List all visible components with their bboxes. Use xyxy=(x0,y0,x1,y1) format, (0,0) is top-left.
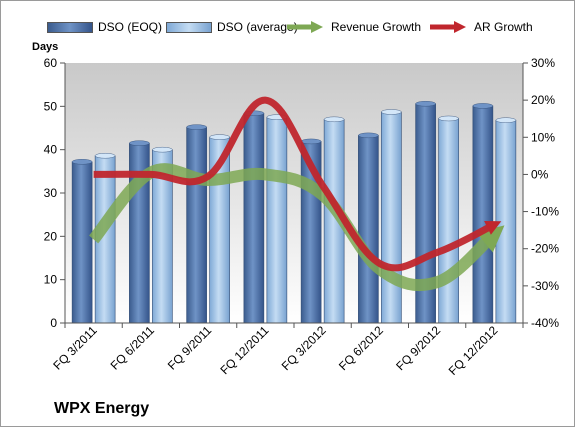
bar-cap-dso-average-5 xyxy=(381,109,401,114)
y-tick-label-5: 50 xyxy=(44,99,58,113)
bar-cap-dso-eoq-0 xyxy=(72,159,92,164)
bar-dso-eoq-5 xyxy=(358,135,378,323)
bar-dso-average-6 xyxy=(439,118,459,323)
y-tick-label-0: 0 xyxy=(50,316,57,330)
y2-tick-label-5: 10% xyxy=(531,130,555,144)
bar-cap-dso-average-2 xyxy=(210,135,230,140)
y2-tick-label-3: -10% xyxy=(531,205,559,219)
chart-legend: DSO (EOQ) DSO (average) Revenue Growth A… xyxy=(1,15,575,39)
x-tick-label-6: FQ 9/2012 xyxy=(393,323,443,373)
bar-cap-dso-eoq-4 xyxy=(301,139,321,144)
legend-item-ar-growth: AR Growth xyxy=(428,15,533,39)
legend-item-revenue-growth: Revenue Growth xyxy=(285,15,421,39)
company-label: WPX Energy xyxy=(54,400,149,418)
y2-tick-label-7: 30% xyxy=(531,56,555,70)
x-tick-label-1: FQ 6/2011 xyxy=(108,323,158,373)
bar-cap-dso-average-7 xyxy=(496,118,516,123)
x-tick-label-2: FQ 9/2011 xyxy=(165,323,215,373)
legend-swatch-dso-average xyxy=(166,22,212,33)
bar-dso-eoq-7 xyxy=(473,106,493,323)
legend-swatch-dso-eoq xyxy=(47,22,93,33)
bar-cap-dso-eoq-1 xyxy=(129,141,149,146)
y-axis-label: Days xyxy=(32,41,58,53)
bar-cap-dso-average-4 xyxy=(324,117,344,122)
bar-cap-dso-eoq-5 xyxy=(358,133,378,138)
bar-dso-eoq-2 xyxy=(187,127,207,323)
bar-cap-dso-average-1 xyxy=(152,147,172,152)
y2-tick-label-0: -40% xyxy=(531,316,559,330)
x-tick-label-4: FQ 3/2012 xyxy=(279,323,329,373)
y2-tick-label-1: -30% xyxy=(531,279,559,293)
legend-arrow-ar-growth-icon xyxy=(428,20,468,34)
bar-dso-eoq-0 xyxy=(72,162,92,323)
x-tick-label-5: FQ 6/2012 xyxy=(336,323,386,373)
legend-arrow-revenue-growth-icon xyxy=(285,20,325,34)
legend-label-ar-growth: AR Growth xyxy=(474,20,533,34)
bar-cap-dso-average-6 xyxy=(439,116,459,121)
bar-dso-average-7 xyxy=(496,120,516,323)
legend-item-dso-eoq: DSO (EOQ) xyxy=(47,15,162,39)
y2-tick-label-6: 20% xyxy=(531,93,555,107)
y-tick-label-2: 20 xyxy=(44,229,58,243)
x-tick-label-7: FQ 12/2012 xyxy=(446,323,501,378)
bar-dso-eoq-3 xyxy=(244,113,264,323)
y-tick-label-1: 10 xyxy=(44,273,58,287)
y2-tick-label-4: 0% xyxy=(531,167,549,181)
x-tick-label-3: FQ 12/2011 xyxy=(217,323,271,377)
bar-cap-dso-average-0 xyxy=(95,153,115,158)
y-tick-label-4: 40 xyxy=(44,143,58,157)
bar-cap-dso-eoq-6 xyxy=(416,101,436,106)
y2-tick-label-2: -20% xyxy=(531,242,559,256)
y-tick-label-6: 60 xyxy=(44,56,58,70)
bar-cap-dso-eoq-7 xyxy=(473,103,493,108)
legend-label-revenue-growth: Revenue Growth xyxy=(331,20,421,34)
x-tick-label-0: FQ 3/2011 xyxy=(50,323,100,373)
y-tick-label-3: 30 xyxy=(44,186,58,200)
bar-dso-average-5 xyxy=(381,112,401,323)
bar-cap-dso-eoq-2 xyxy=(187,125,207,130)
legend-item-dso-average: DSO (average) xyxy=(166,15,298,39)
bar-dso-average-3 xyxy=(267,117,287,323)
legend-label-dso-eoq: DSO (EOQ) xyxy=(98,20,162,34)
